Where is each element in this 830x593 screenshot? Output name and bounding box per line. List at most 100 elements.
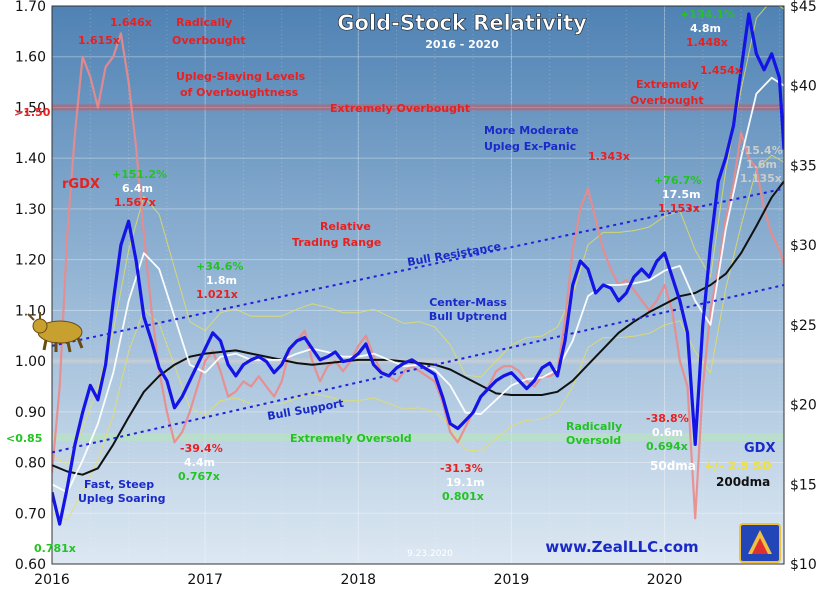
y-right-tick-label: $15 xyxy=(790,477,817,493)
y-left-tick-label: 1.30 xyxy=(15,202,46,218)
x-tick-label: 2018 xyxy=(340,572,376,588)
annotation: -15.4% xyxy=(740,144,783,157)
annotation: Radically xyxy=(566,420,622,433)
trend-resistance-line xyxy=(52,187,784,347)
y-left-tick-label: 1.20 xyxy=(15,253,46,269)
y-right-tick-label: $20 xyxy=(790,398,817,414)
annotation: 4.4m xyxy=(184,456,215,469)
legend: GDX 50dma +/- 2.5 SD 200dma xyxy=(650,441,775,489)
annotation: 1.448x xyxy=(686,36,728,49)
annotation: 1.567x xyxy=(114,196,156,209)
annotation: 17.5m xyxy=(662,188,701,201)
annotation: 0.801x xyxy=(442,490,484,503)
y-right-tick-label: $45 xyxy=(790,0,817,15)
x-tick-label: 2017 xyxy=(187,572,223,588)
right-y-axis: $10 $15 $20 $25 $30 $35 $40 $45 xyxy=(790,0,817,573)
annotation: +134.1% xyxy=(680,8,735,21)
x-tick-label: 2020 xyxy=(647,572,683,588)
y-left-tick-label: 1.00 xyxy=(15,354,46,370)
legend-band: +/- 2.5 SD xyxy=(704,459,772,473)
annotation: 1.021x xyxy=(196,288,238,301)
annotation: Extremely xyxy=(636,78,699,91)
annotation: More Moderate xyxy=(484,124,579,137)
annotation: 19.1m xyxy=(446,476,485,489)
y-left-tick-label: 1.10 xyxy=(15,303,46,319)
center-mass-label-2: Bull Uptrend xyxy=(429,310,507,323)
annotation: -38.8% xyxy=(646,412,689,425)
y-right-tick-label: $35 xyxy=(790,158,817,174)
y-right-tick-label: $25 xyxy=(790,318,817,334)
y-left-tick-label: 1.60 xyxy=(15,50,46,66)
annotation: Fast, Steep xyxy=(84,478,154,491)
annotation: Overbought xyxy=(630,94,704,107)
oversold-band xyxy=(52,433,784,442)
y-left-tick-label: 0.70 xyxy=(15,506,46,522)
y-right-tick-label: $40 xyxy=(790,79,817,95)
y-left-tick-label: 1.50 xyxy=(15,100,46,116)
annotation: Relative xyxy=(320,220,371,233)
annotation: 0.781x xyxy=(34,542,76,555)
annotation: rGDX xyxy=(62,177,100,192)
y-left-tick-label: 1.40 xyxy=(15,151,46,167)
annotation: 0.694x xyxy=(646,440,688,453)
bull-icon xyxy=(27,312,84,353)
annotation: Overbought xyxy=(172,34,246,47)
annotation: of Overboughtness xyxy=(180,86,299,99)
series-layer xyxy=(52,6,784,526)
x-tick-label: 2016 xyxy=(34,572,70,588)
plot-frame xyxy=(51,5,785,565)
annotation: Radically xyxy=(176,16,232,29)
y-right-tick-label: $30 xyxy=(790,238,817,254)
y-left-tick-label: 0.80 xyxy=(15,456,46,472)
annotation: 1.135x xyxy=(740,172,782,185)
oversold-level-label: <0.85 xyxy=(6,432,42,445)
legend-200dma: 200dma xyxy=(716,475,770,489)
y-right-tick-label: $10 xyxy=(790,557,817,573)
annotation: 1.8m xyxy=(206,274,237,287)
annotation: Trading Range xyxy=(292,236,381,249)
x-axis: 2016 2017 2018 2019 2020 xyxy=(34,572,682,588)
series-gdx-line xyxy=(52,12,784,526)
chart-title: Gold-Stock Relativity xyxy=(337,11,587,35)
overbought-level-label: >1.50 xyxy=(14,106,51,119)
annotation: 6.4m xyxy=(122,182,153,195)
annotation: 1.153x xyxy=(658,202,700,215)
annotation: Upleg Ex-Panic xyxy=(484,140,576,153)
annotations: 1.646x 1.615x Radically Overbought Upleg… xyxy=(34,8,783,555)
overbought-zone-label: Extremely Overbought xyxy=(330,102,470,115)
annotation: 1.615x xyxy=(78,34,120,47)
oversold-zone-label: Extremely Oversold xyxy=(290,432,412,445)
reference-lines xyxy=(52,104,784,442)
overbought-line xyxy=(52,104,784,111)
annotation: 1.343x xyxy=(588,150,630,163)
annotation: Upleg-Slaying Levels xyxy=(176,70,306,83)
plot-background xyxy=(52,6,784,564)
annotation: 1.6m xyxy=(746,158,777,171)
left-y-axis: 0.60 0.70 0.80 0.90 1.00 1.10 1.20 1.30 1.40 1.50… xyxy=(15,0,46,573)
annotation: 0.6m xyxy=(652,426,683,439)
annotation: +34.6% xyxy=(196,260,243,273)
annotation: -39.4% xyxy=(180,442,223,455)
annotation: -31.3% xyxy=(440,462,483,475)
annotation: 0.767x xyxy=(178,470,220,483)
x-tick-label: 2019 xyxy=(494,572,530,588)
annotation: Oversold xyxy=(566,434,621,447)
trend-support-line xyxy=(52,284,784,454)
y-left-tick-label: 0.60 xyxy=(15,557,46,573)
annotation: 1.646x xyxy=(110,16,152,29)
annotation: Upleg Soaring xyxy=(78,492,166,505)
series-rgdx-line xyxy=(52,32,784,520)
sd-band-upper xyxy=(52,6,784,466)
watermark: www.ZealLLC.com xyxy=(545,538,698,556)
parity-band xyxy=(52,358,784,365)
zeal-logo-icon xyxy=(739,523,781,563)
center-mass-label-1: Center-Mass xyxy=(429,296,507,309)
y-left-tick-label: 0.90 xyxy=(15,405,46,421)
y-left-tick-label: 1.70 xyxy=(15,0,46,15)
annotation: +76.7% xyxy=(654,174,701,187)
chart-subtitle: 2016 - 2020 xyxy=(425,38,499,51)
date-stamp: 9.23.2020 xyxy=(407,549,453,559)
annotation: 4.8m xyxy=(690,22,721,35)
legend-50dma: 50dma xyxy=(650,459,696,473)
